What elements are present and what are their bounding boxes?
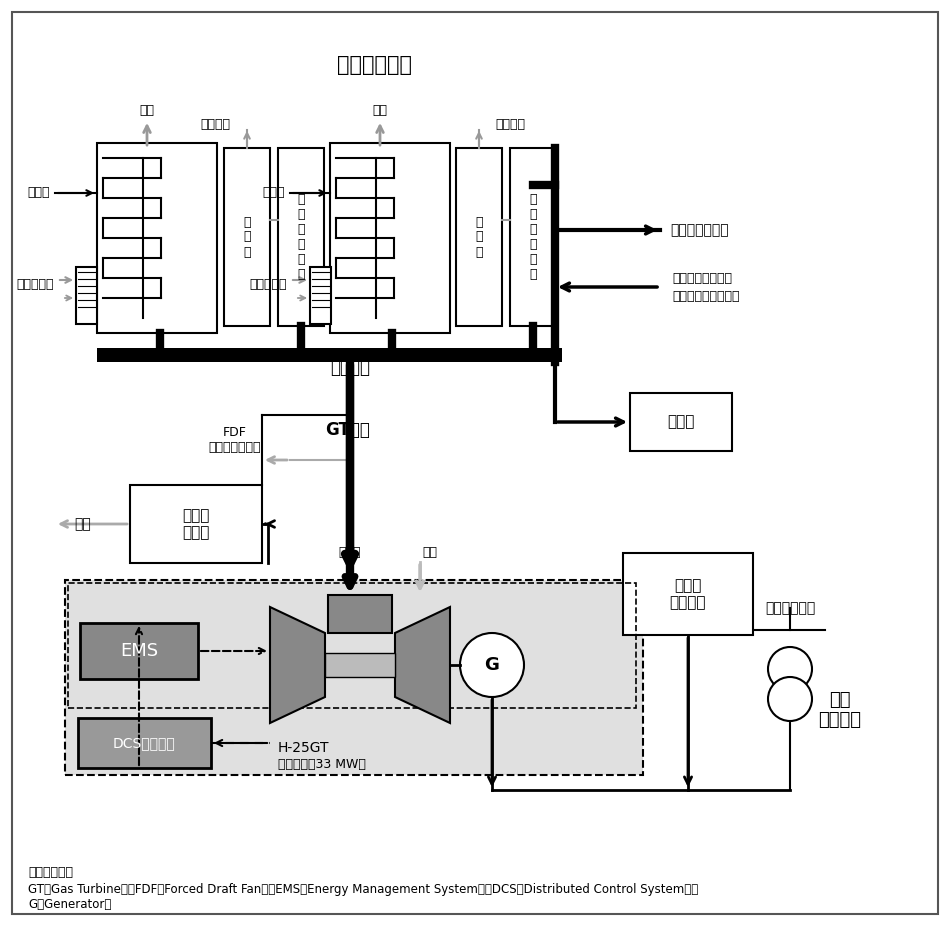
Text: （他工程副生ガス）: （他工程副生ガス） (672, 290, 739, 303)
Polygon shape (270, 607, 325, 723)
Bar (630, 393, 732, 451)
Text: 注：略語説明: 注：略語説明 (28, 866, 73, 879)
Bar (310, 267, 331, 324)
Bar (328, 595, 392, 633)
Bar (80, 623, 198, 679)
Text: 副生ガス: 副生ガス (330, 359, 370, 377)
Text: ナフサ分解炉: ナフサ分解炉 (337, 55, 412, 75)
Text: G（Generator）: G（Generator） (28, 898, 111, 911)
Bar (224, 148, 270, 326)
Text: 分解ガス: 分解ガス (200, 119, 230, 131)
Bar (78, 718, 211, 768)
Text: G: G (484, 656, 500, 674)
Text: 分解ガス: 分解ガス (495, 119, 525, 131)
Text: ナフサ: ナフサ (28, 186, 50, 199)
Text: H-25GT: H-25GT (278, 741, 330, 755)
Text: 排気: 排気 (74, 517, 91, 531)
Bar (76, 267, 97, 324)
Text: バーナー－: バーナー－ (16, 279, 54, 292)
Bar (325, 653, 395, 677)
Bar (97, 143, 217, 333)
Text: エ
チ
レ
ン
製
造: エ チ レ ン 製 造 (529, 193, 537, 281)
Text: DCS（既設）: DCS（既設） (113, 736, 176, 750)
Text: ナフサ: ナフサ (262, 186, 285, 199)
Bar (330, 143, 450, 333)
Bar (97, 348, 562, 362)
Bar (65, 580, 643, 775)
Text: 既設熱
交換器: 既設熱 交換器 (182, 507, 210, 540)
Text: ボイラ
発電設備: ボイラ 発電設備 (670, 578, 706, 610)
Text: GT燃料: GT燃料 (326, 421, 370, 439)
Text: 排ガス: 排ガス (339, 545, 361, 558)
Circle shape (768, 647, 812, 691)
Circle shape (768, 677, 812, 721)
Text: エ
チ
レ
ン
製
造: エ チ レ ン 製 造 (297, 193, 305, 281)
Text: 交
換
器: 交 換 器 (243, 216, 251, 258)
Text: 電力会社系統: 電力会社系統 (765, 601, 815, 615)
Text: 排気: 排気 (372, 104, 388, 117)
Text: EMS: EMS (120, 642, 158, 660)
Bar (68, 583, 636, 708)
Text: （定格出力33 MW）: （定格出力33 MW） (278, 758, 366, 771)
Text: フレアスタック: フレアスタック (670, 223, 729, 237)
Text: FDF
（燃焼用空気）: FDF （燃焼用空気） (209, 426, 261, 454)
Polygon shape (395, 607, 450, 723)
Text: バーナー－: バーナー－ (250, 279, 287, 292)
Bar (130, 485, 262, 563)
Bar (278, 148, 324, 326)
Text: バックアップ燃料: バックアップ燃料 (672, 271, 732, 284)
Bar (623, 553, 753, 635)
Text: GT（Gas Turbine），FDF（Forced Draft Fan），EMS（Energy Management System），DCS（Distribu: GT（Gas Turbine），FDF（Forced Draft Fan），EM… (28, 882, 698, 895)
Text: 吸気: 吸気 (423, 545, 438, 558)
Text: 排気: 排気 (140, 104, 155, 117)
Text: 他工程: 他工程 (667, 415, 694, 430)
Bar (510, 148, 556, 326)
Text: 受電
電力削減: 受電 電力削減 (819, 691, 862, 730)
Bar (456, 148, 502, 326)
Text: 交
換
器: 交 換 器 (475, 216, 483, 258)
Circle shape (460, 633, 524, 697)
